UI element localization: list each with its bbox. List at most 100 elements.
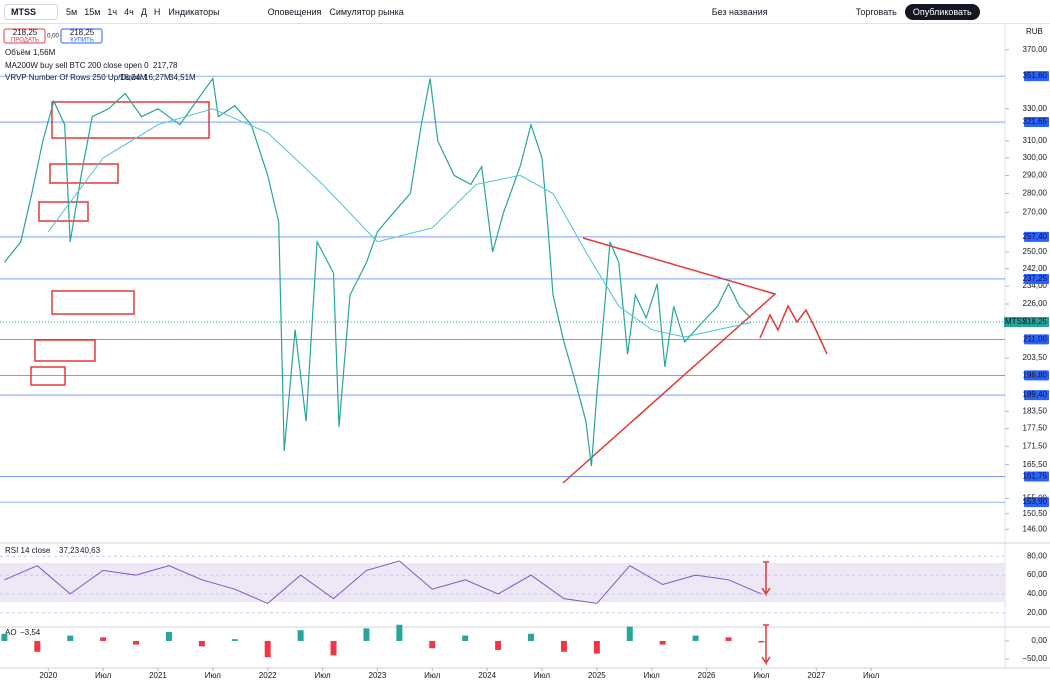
- ao-bar: [560, 640, 567, 652]
- rsi-line: [4, 560, 762, 604]
- ao-bar: [330, 640, 337, 656]
- ao-bar: [396, 624, 403, 641]
- interval-button[interactable]: 1ч: [107, 6, 118, 17]
- price-line: [47, 108, 751, 338]
- rsi-title: RSI 14 close: [5, 546, 51, 555]
- level-label: 196,80: [1023, 370, 1048, 379]
- annotations: [30, 101, 828, 666]
- volume-label: Объём: [5, 48, 31, 57]
- last-symbol: MTSS: [1005, 317, 1027, 326]
- interval-button[interactable]: 15м: [84, 6, 101, 17]
- y-tick-label: 234,00: [1023, 281, 1048, 290]
- ao-bar: [1, 633, 8, 641]
- x-tick-label: Июл: [205, 671, 222, 680]
- x-tick-label: 2025: [588, 671, 606, 680]
- ao-bar: [100, 637, 107, 641]
- interval-button[interactable]: 4ч: [124, 6, 134, 17]
- y-tick-label: 250,00: [1023, 247, 1048, 256]
- y-tick-label: 280,00: [1023, 189, 1048, 198]
- rsi-signal: 40,63: [80, 546, 101, 555]
- alerts-button[interactable]: Оповещения: [267, 6, 322, 17]
- ao-bar: [758, 640, 765, 643]
- box: [30, 366, 66, 386]
- y-tick-label: 310,00: [1023, 136, 1048, 145]
- x-tick-label: 2024: [478, 671, 496, 680]
- spread: 0,00: [47, 34, 59, 40]
- y-tick-label: 150,50: [1023, 509, 1048, 518]
- rsi-band: [0, 563, 1005, 602]
- level-label: 257,40: [1023, 232, 1048, 241]
- level-badge: [1024, 471, 1049, 482]
- ao-bar: [34, 640, 41, 652]
- layout-name[interactable]: Без названия: [711, 6, 768, 17]
- ao-bar: [231, 639, 238, 641]
- ao-bar: [67, 635, 74, 641]
- trade-button[interactable]: Торговать: [855, 6, 897, 17]
- forecast-path: [759, 304, 828, 355]
- ao-value: −3,54: [20, 628, 41, 637]
- interval-button[interactable]: Н: [153, 6, 161, 17]
- level-label: 211,00: [1023, 335, 1047, 344]
- y-tick-label: 330,00: [1023, 104, 1048, 113]
- x-tick-label: 2027: [807, 671, 825, 680]
- ao-tick-label: 0,00: [1031, 636, 1047, 645]
- rsi-tick-label: 80,00: [1027, 551, 1048, 560]
- x-tick-label: Июл: [534, 671, 551, 680]
- x-tick-label: 2026: [698, 671, 716, 680]
- y-tick-label: 177,50: [1023, 424, 1048, 433]
- vrvp-down: 16,27M: [144, 73, 171, 82]
- publish-button[interactable]: Опубликовать: [904, 3, 980, 20]
- buy-button[interactable]: [60, 28, 103, 44]
- volume-value: 1,56M: [33, 48, 56, 57]
- price-line: [3, 76, 751, 467]
- ao-title: AO: [5, 628, 17, 637]
- arrow-down: [761, 561, 771, 597]
- ao-bar: [593, 640, 600, 654]
- sell-price: 218,25: [13, 28, 38, 37]
- sell-label: ПРОДАТЬ: [11, 38, 39, 44]
- ao-bar: [198, 640, 205, 647]
- sell-button[interactable]: [3, 28, 46, 44]
- arrow-down: [761, 624, 771, 666]
- ao-bar: [659, 640, 666, 645]
- ao-bar: [626, 626, 633, 641]
- y-tick-label: 165,50: [1023, 460, 1048, 469]
- rsi-tick-label: 40,00: [1027, 589, 1048, 598]
- y-tick-label: 242,00: [1023, 264, 1048, 273]
- symbol-search[interactable]: MTSS: [4, 3, 58, 20]
- y-tick-label: 146,00: [1023, 524, 1048, 533]
- y-tick-label: 226,00: [1023, 299, 1048, 308]
- ma-value: 217,78: [153, 61, 178, 70]
- ao-bar: [363, 628, 370, 641]
- level-label: 351,60: [1023, 71, 1048, 80]
- y-tick-label: 270,00: [1023, 207, 1048, 216]
- x-tick-label: 2022: [259, 671, 277, 680]
- y-tick-label: 203,50: [1023, 353, 1048, 362]
- level-badge: [1024, 117, 1049, 128]
- rsi-tick-label: 60,00: [1027, 570, 1048, 579]
- level-label: 189,40: [1023, 390, 1048, 399]
- vrvp-label: VRVP Number Of Rows 250 Up/Down: [5, 73, 141, 82]
- ao-bar: [133, 640, 140, 645]
- level-badge: [1024, 497, 1049, 508]
- indicators-button[interactable]: Индикаторы: [168, 6, 220, 17]
- currency: RUB: [1026, 27, 1043, 36]
- buy-label: КУПИТЬ: [70, 38, 94, 44]
- interval-button[interactable]: 5м: [66, 6, 78, 17]
- level-badge: [1024, 390, 1049, 401]
- ao-bar: [165, 631, 172, 641]
- level-label: 153,90: [1023, 497, 1048, 506]
- ao-bar: [462, 635, 469, 641]
- last-price: 218,25: [1023, 317, 1048, 326]
- y-tick-label: 290,00: [1023, 171, 1048, 180]
- replay-button[interactable]: Симулятор рынка: [329, 6, 404, 17]
- x-tick-label: 2020: [39, 671, 57, 680]
- intervals: 5м 15м 1ч 4ч Д Н: [66, 7, 160, 17]
- level-label: 161,75: [1023, 472, 1048, 481]
- ao-bar: [495, 640, 502, 650]
- rsi-tick-label: 20,00: [1027, 608, 1048, 617]
- x-tick-label: 2021: [149, 671, 167, 680]
- vrvp-up: 18,24M: [120, 73, 147, 82]
- interval-button[interactable]: Д: [140, 6, 147, 17]
- level-badge: [1024, 273, 1049, 284]
